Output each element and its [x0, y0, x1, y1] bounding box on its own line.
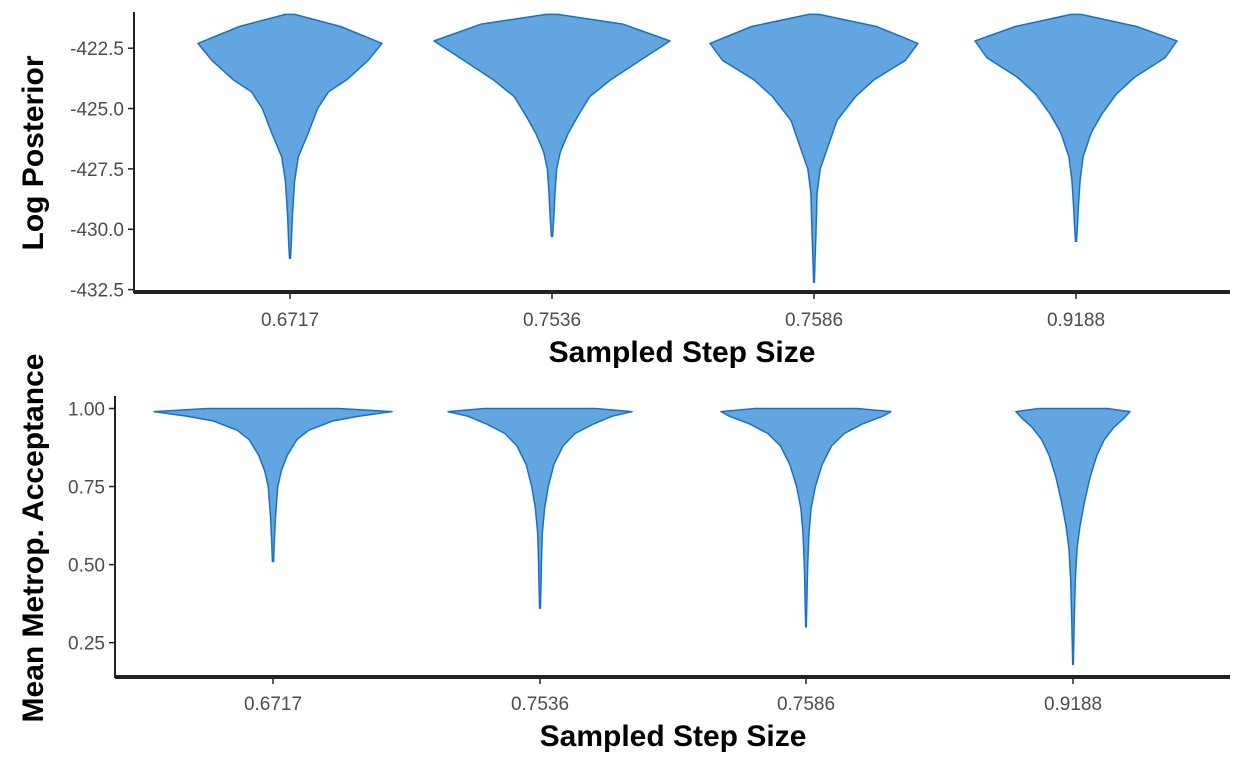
acceptance-panel: 1.00 0.75 0.50 0.25 0.6717 0.7536 0.7586 0.918… [17, 354, 1230, 753]
log-posterior-x-tick-label: 0.7536 [523, 310, 581, 331]
log-posterior-violin-0-6717 [197, 13, 383, 259]
acceptance-x-tick-label: 0.7586 [777, 694, 835, 715]
log-posterior-x-tick-label: 0.9188 [1047, 310, 1105, 331]
log-posterior-y-tick-label: -427.5 [70, 160, 124, 181]
log-posterior-y-tick-label: -430.0 [70, 220, 124, 241]
acceptance-y-tick-label: 0.25 [68, 634, 105, 655]
log-posterior-violin-0-7536 [433, 13, 671, 238]
acceptance-y-tick-label: 1.00 [68, 399, 105, 420]
log-posterior-violin-0-7586 [709, 13, 919, 284]
log-posterior-y-tick-label: -422.5 [70, 39, 124, 60]
log-posterior-panel: -422.5 -425.0 -427.5 -430.0 -432.5 0.6717 0.7… [17, 12, 1230, 369]
acceptance-x-tick-label: 0.9188 [1044, 694, 1102, 715]
log-posterior-x-ticks: 0.6717 0.7536 0.7586 0.9188 [261, 292, 1105, 331]
log-posterior-x-tick-label: 0.6717 [261, 310, 319, 331]
acceptance-violin-0-6717 [153, 407, 393, 563]
acceptance-x-axis-title: Sampled Step Size [540, 720, 807, 753]
log-posterior-x-tick-label: 0.7586 [785, 310, 843, 331]
log-posterior-violin-0-9188 [974, 13, 1178, 243]
acceptance-y-tick-label: 0.75 [68, 478, 105, 499]
log-posterior-violins [197, 13, 1178, 284]
log-posterior-y-axis-title: Log Posterior [17, 55, 50, 250]
acceptance-y-axis-title: Mean Metrop. Acceptance [17, 354, 50, 723]
log-posterior-y-ticks: -422.5 -425.0 -427.5 -430.0 -432.5 [70, 39, 134, 302]
acceptance-x-tick-label: 0.6717 [244, 694, 302, 715]
acceptance-x-tick-label: 0.7536 [511, 694, 569, 715]
acceptance-y-ticks: 1.00 0.75 0.50 0.25 [68, 399, 115, 655]
acceptance-violin-0-7536 [447, 407, 633, 610]
acceptance-x-ticks: 0.6717 0.7536 0.7586 0.9188 [244, 677, 1102, 715]
log-posterior-x-axis-title: Sampled Step Size [549, 336, 816, 369]
log-posterior-y-tick-label: -432.5 [70, 281, 124, 302]
acceptance-violins [153, 407, 1131, 666]
acceptance-violin-0-7586 [720, 407, 892, 628]
log-posterior-y-tick-label: -425.0 [70, 100, 124, 121]
acceptance-violin-0-9188 [1015, 407, 1131, 666]
acceptance-y-tick-label: 0.50 [68, 556, 105, 577]
